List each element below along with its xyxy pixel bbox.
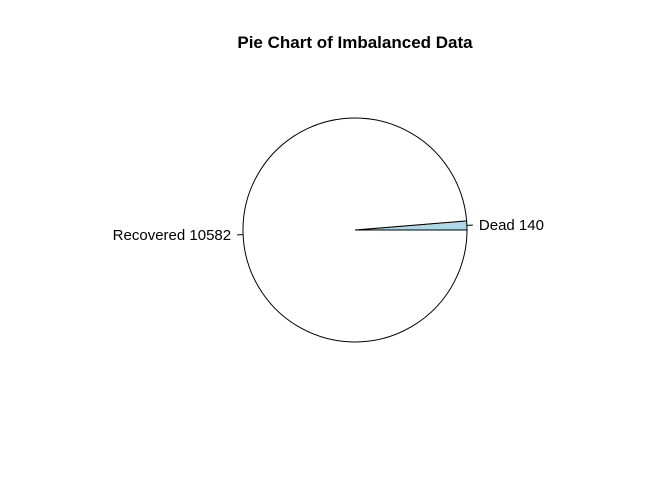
pie-labels: Dead 140 Recovered 10582: [113, 217, 544, 244]
pie-slice-recovered: [242, 117, 468, 343]
slice-label-recovered: Recovered 10582: [113, 227, 231, 244]
chart-title: Pie Chart of Imbalanced Data: [237, 33, 473, 52]
slice-label-dead: Dead 140: [479, 217, 544, 234]
pie-slices: [242, 117, 468, 343]
